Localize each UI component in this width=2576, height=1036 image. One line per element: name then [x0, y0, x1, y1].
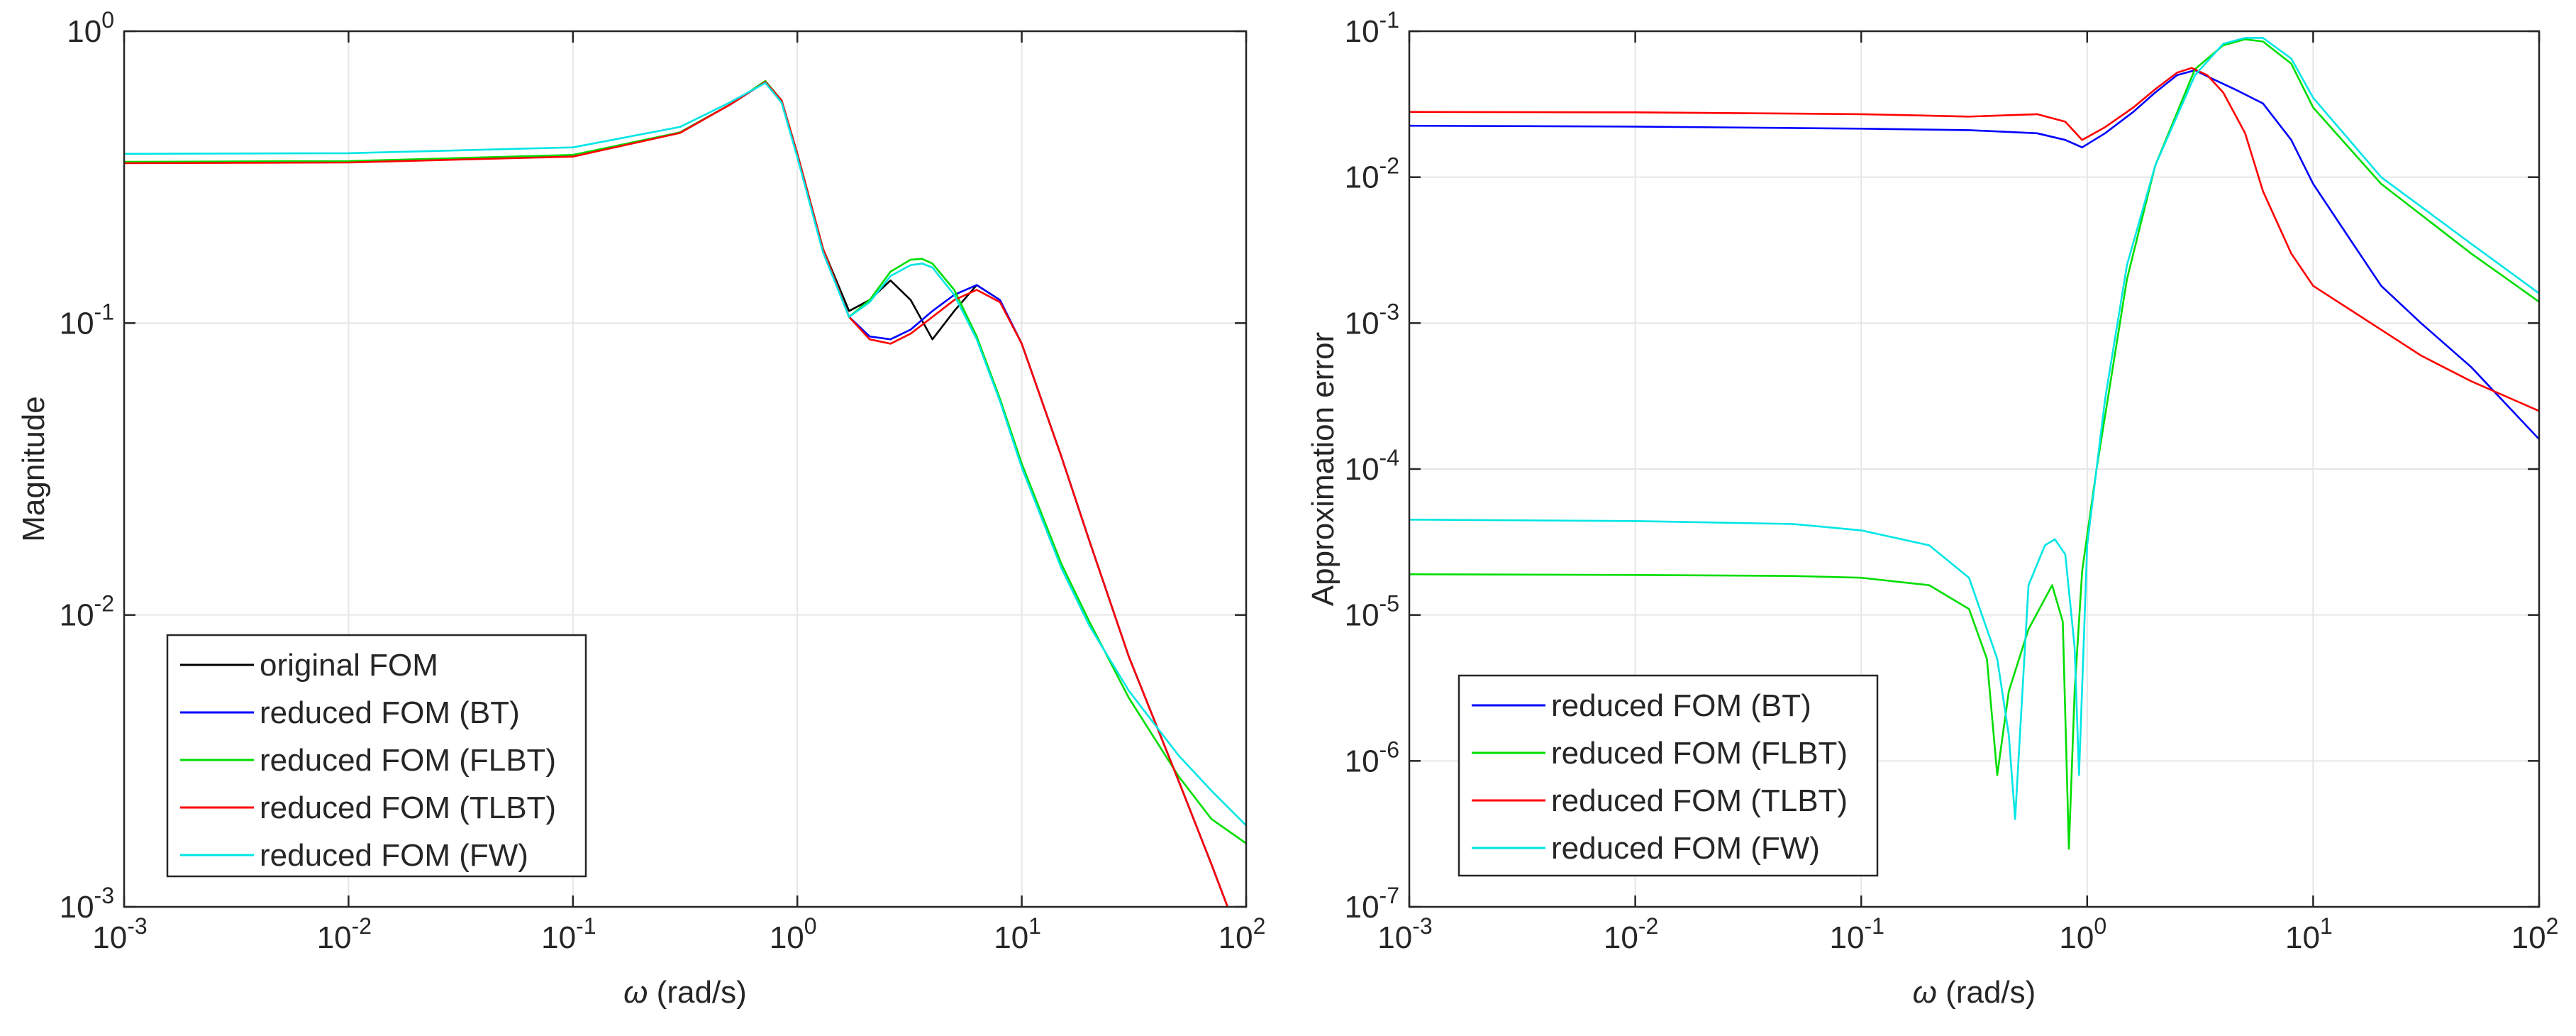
series-group	[1409, 37, 2539, 850]
y-tick-label: 10-3	[1345, 299, 1399, 341]
approximation-error-chart: 10-3 10-2 10-1 100 101 102 10-7 10-6 10-5 10-4 10-…	[1306, 7, 2558, 1010]
x-tick-label: 101	[994, 913, 1041, 955]
x-axis-label: ω (rad/s)	[623, 975, 747, 1010]
y-tick-label: 10-2	[60, 591, 114, 633]
x-tick-label: 10-1	[541, 913, 596, 955]
x-tick-label: 102	[2511, 913, 2559, 955]
y-tick-label: 10-2	[1345, 153, 1399, 195]
axes-box	[123, 30, 1248, 908]
tick-marks	[1408, 30, 2541, 908]
legend-label-original-fom: original FOM	[260, 648, 438, 683]
legend-label-reduced-fom-tlbt: reduced FOM (TLBT)	[260, 790, 556, 825]
y-tick-label: 10-3	[60, 883, 114, 925]
series-line-reduced-fom-flbt	[1409, 38, 2539, 850]
x-tick-label: 102	[1218, 913, 1266, 955]
series-line-reduced-fom-tlbt	[1409, 67, 2539, 412]
y-tick-label: 10-1	[60, 299, 114, 341]
x-tick-label: 101	[2285, 913, 2333, 955]
legend-label-reduced-fom-bt: reduced FOM (BT)	[260, 695, 520, 730]
x-tick-label: 10-1	[1829, 913, 1884, 955]
x-tick-label: 10-3	[92, 913, 147, 955]
y-tick-label: 100	[67, 7, 114, 49]
y-tick-label: 10-5	[1345, 591, 1399, 633]
legend-label-reduced-fom-tlbt: reduced FOM (TLBT)	[1551, 783, 1848, 818]
legend-label-reduced-fom-bt: reduced FOM (BT)	[1551, 688, 1811, 723]
y-tick-label: 10-7	[1345, 883, 1399, 925]
y-tick-label: 10-1	[1345, 7, 1399, 49]
legend: original FOM reduced FOM (BT) reduced FOM …	[166, 634, 587, 878]
y-axis-label: Magnitude	[16, 396, 51, 541]
x-tick-label: 10-3	[1377, 913, 1432, 955]
series-line-reduced-fom-fw	[1409, 37, 2539, 820]
series-line-reduced-fom-tlbt	[124, 81, 1229, 907]
series-line-reduced-fom-bt	[1409, 69, 2539, 440]
legend-label-reduced-fom-flbt: reduced FOM (FLBT)	[260, 743, 556, 778]
legend: reduced FOM (BT) reduced FOM (FLBT) reduce…	[1458, 674, 1879, 877]
x-tick-label: 10-2	[1604, 913, 1658, 955]
x-axis-label: ω (rad/s)	[1913, 975, 2036, 1010]
y-axis-label: Approximation error	[1306, 332, 1340, 606]
x-tick-label: 10-2	[317, 913, 372, 955]
legend-box	[166, 634, 587, 878]
legend-label-reduced-fom-fw: reduced FOM (FW)	[260, 838, 528, 873]
x-tick-label: 100	[770, 913, 817, 955]
y-tick-label: 10-4	[1345, 445, 1399, 487]
legend-label-reduced-fom-fw: reduced FOM (FW)	[1551, 831, 1820, 866]
x-tick-label: 100	[2059, 913, 2106, 955]
series-group	[124, 79, 1246, 907]
magnitude-chart: 10-3 10-2 10-1 100 101 102 10-3 10-2 10-1 100 ω (r…	[16, 7, 1265, 1010]
legend-box	[1458, 674, 1879, 877]
legend-label-reduced-fom-flbt: reduced FOM (FLBT)	[1551, 736, 1848, 771]
tick-marks	[123, 30, 1248, 908]
y-tick-label: 10-6	[1345, 737, 1399, 778]
series-line-reduced-fom-fw	[124, 82, 1246, 827]
